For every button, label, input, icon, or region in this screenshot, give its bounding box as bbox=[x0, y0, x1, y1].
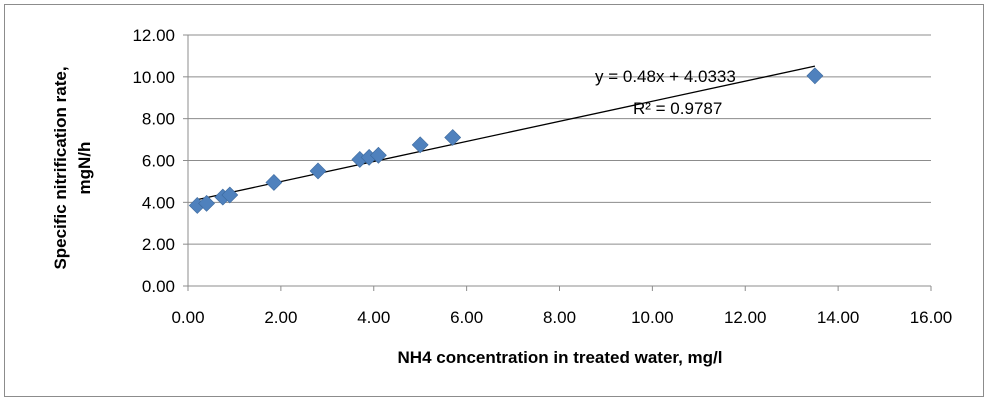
x-tick-label: 16.00 bbox=[910, 308, 953, 327]
data-point bbox=[806, 67, 824, 85]
data-point bbox=[221, 186, 239, 204]
trendline-r2: R² = 0.9787 bbox=[633, 99, 722, 118]
data-points bbox=[188, 67, 824, 214]
tick-labels: 0.00 2.00 4.00 6.00 8.00 10.00 12.00 0.00 2.00 4.… bbox=[132, 26, 952, 327]
x-tick-label: 10.00 bbox=[631, 308, 674, 327]
x-tick-label: 6.00 bbox=[450, 308, 483, 327]
y-tick-label: 4.00 bbox=[142, 193, 175, 212]
x-axis-title: NH4 concentration in treated water, mg/l bbox=[398, 348, 723, 367]
data-point bbox=[309, 162, 327, 180]
data-point bbox=[444, 129, 462, 146]
y-tick-label: 2.00 bbox=[142, 235, 175, 254]
trendline bbox=[197, 65, 816, 201]
x-tick-label: 2.00 bbox=[264, 308, 297, 327]
x-tick-label: 12.00 bbox=[724, 308, 767, 327]
axes bbox=[183, 34, 932, 291]
y-tick-label: 0.00 bbox=[142, 277, 175, 296]
y-axis-title-line1: Specific nitrification rate, bbox=[51, 66, 70, 269]
y-tick-label: 10.00 bbox=[132, 68, 175, 87]
data-point bbox=[369, 146, 387, 164]
trendline-layer bbox=[197, 65, 816, 201]
y-tick-label: 12.00 bbox=[132, 26, 175, 45]
chart-container bbox=[4, 4, 984, 397]
data-point bbox=[198, 194, 215, 212]
gridlines bbox=[188, 34, 931, 245]
y-tick-label: 6.00 bbox=[142, 152, 175, 171]
trendline-equation: y = 0.48x + 4.0333 bbox=[595, 67, 736, 86]
x-tick-label: 0.00 bbox=[171, 308, 204, 327]
data-point bbox=[411, 136, 429, 154]
data-point bbox=[265, 174, 283, 191]
y-axis-title-line2: mgN/h bbox=[75, 142, 94, 195]
x-tick-label: 14.00 bbox=[817, 308, 860, 327]
y-tick-label: 8.00 bbox=[142, 110, 175, 129]
x-tick-label: 4.00 bbox=[357, 308, 390, 327]
y-axis-title: Specific nitrification rate, mgN/h bbox=[51, 66, 94, 269]
x-tick-label: 8.00 bbox=[543, 308, 576, 327]
